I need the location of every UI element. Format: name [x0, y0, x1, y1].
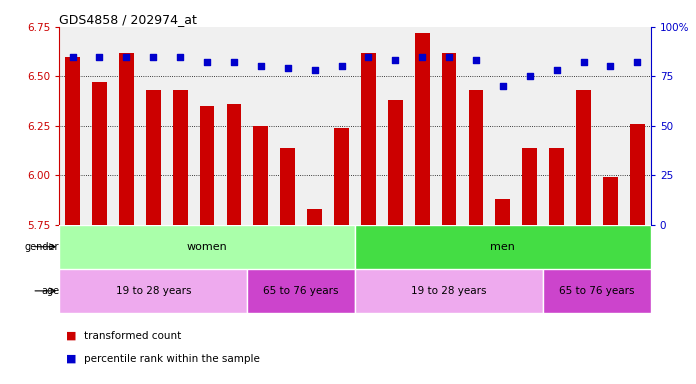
Point — [498, 83, 509, 89]
Text: age: age — [41, 286, 59, 296]
Bar — [227, 104, 242, 225]
Point — [148, 53, 159, 60]
Text: percentile rank within the sample: percentile rank within the sample — [84, 354, 260, 364]
Text: 65 to 76 years: 65 to 76 years — [559, 286, 635, 296]
Bar — [146, 90, 161, 225]
Point — [605, 63, 616, 70]
Bar — [355, 225, 651, 269]
Bar — [468, 90, 483, 225]
Bar — [59, 269, 247, 313]
Bar — [200, 106, 214, 225]
Point — [632, 60, 643, 66]
Text: 65 to 76 years: 65 to 76 years — [263, 286, 339, 296]
Bar — [355, 269, 543, 313]
Point — [94, 53, 105, 60]
Point — [443, 53, 454, 60]
Point — [67, 53, 78, 60]
Bar — [253, 126, 268, 225]
Point — [470, 58, 482, 64]
Point — [524, 73, 535, 79]
Bar — [119, 53, 134, 225]
Bar — [549, 147, 564, 225]
Point — [228, 60, 239, 66]
Text: women: women — [187, 242, 228, 252]
Bar — [65, 56, 80, 225]
Text: ■: ■ — [66, 354, 77, 364]
Bar — [543, 269, 651, 313]
Bar — [59, 225, 355, 269]
Point — [336, 63, 347, 70]
Bar — [523, 147, 537, 225]
Point — [551, 67, 562, 73]
Point — [363, 53, 374, 60]
Point — [282, 65, 293, 71]
Text: ■: ■ — [66, 331, 77, 341]
Point — [121, 53, 132, 60]
Text: transformed count: transformed count — [84, 331, 181, 341]
Bar — [576, 90, 591, 225]
Point — [578, 60, 589, 66]
Bar — [173, 90, 187, 225]
Text: gender: gender — [24, 242, 59, 252]
Bar — [247, 269, 355, 313]
Text: 19 to 28 years: 19 to 28 years — [116, 286, 191, 296]
Bar — [92, 82, 107, 225]
Point — [309, 67, 320, 73]
Point — [417, 53, 428, 60]
Bar — [361, 53, 376, 225]
Point — [175, 53, 186, 60]
Text: men: men — [491, 242, 515, 252]
Bar — [603, 177, 618, 225]
Bar — [307, 209, 322, 225]
Bar — [334, 128, 349, 225]
Bar — [442, 53, 457, 225]
Text: 19 to 28 years: 19 to 28 years — [411, 286, 487, 296]
Bar — [280, 147, 295, 225]
Point — [255, 63, 267, 70]
Text: GDS4858 / 202974_at: GDS4858 / 202974_at — [59, 13, 197, 26]
Point — [390, 58, 401, 64]
Bar — [415, 33, 429, 225]
Bar — [388, 100, 403, 225]
Bar — [630, 124, 644, 225]
Bar — [496, 199, 510, 225]
Point — [202, 60, 213, 66]
